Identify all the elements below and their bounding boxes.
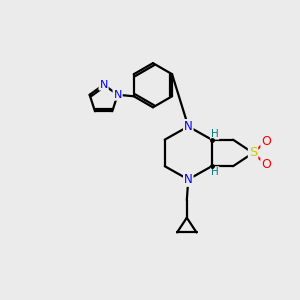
Text: H: H [211,167,219,177]
Text: N: N [184,173,193,186]
Text: O: O [261,158,271,171]
Text: O: O [261,135,271,148]
Text: H: H [211,129,219,139]
Text: S: S [249,146,257,159]
Text: N: N [113,90,122,100]
Text: N: N [99,80,108,90]
Text: N: N [184,120,193,133]
